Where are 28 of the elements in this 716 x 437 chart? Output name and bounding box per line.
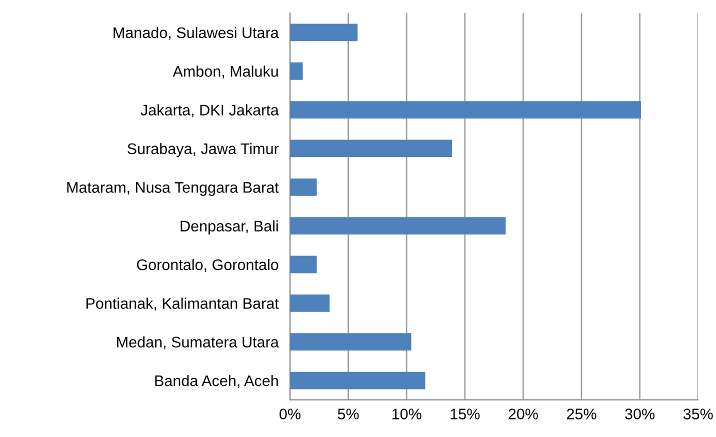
bar bbox=[290, 333, 412, 351]
x-tick-label: 35% bbox=[683, 408, 713, 420]
bar bbox=[290, 372, 426, 390]
bar bbox=[290, 294, 330, 312]
y-tick-label: Gorontalo, Gorontalo bbox=[136, 258, 278, 272]
bar bbox=[290, 256, 317, 274]
x-tick-label: 30% bbox=[625, 408, 655, 420]
bar bbox=[290, 178, 317, 196]
y-tick-label: Medan, Sumatera Utara bbox=[117, 336, 279, 350]
bar bbox=[290, 62, 303, 80]
y-tick-label: Jakarta, DKI Jakarta bbox=[140, 104, 279, 118]
x-tick-label: 10% bbox=[392, 408, 422, 420]
x-tick-label: 15% bbox=[450, 408, 480, 420]
x-tick-label: 0% bbox=[280, 408, 300, 420]
bar bbox=[290, 217, 506, 235]
x-tick-label: 20% bbox=[508, 408, 538, 420]
bar bbox=[290, 101, 641, 118]
y-tick-label: Banda Aceh, Aceh bbox=[155, 374, 278, 388]
y-tick-label: Ambon, Maluku bbox=[172, 66, 278, 79]
bar bbox=[290, 24, 358, 42]
x-tick-label: 5% bbox=[338, 408, 359, 420]
y-tick-label: Mataram, Nusa Tenggara Barat bbox=[67, 182, 279, 196]
bar bbox=[290, 140, 452, 158]
y-tick-label: Pontianak, Kalimantan Barat bbox=[86, 298, 279, 311]
y-tick-label: Denpasar, Bali bbox=[180, 220, 278, 235]
y-tick-label: Manado, Sulawesi Utara bbox=[114, 26, 279, 40]
y-tick-label: Surabaya, Jawa Timur bbox=[128, 142, 279, 158]
x-tick-label: 25% bbox=[566, 408, 596, 420]
